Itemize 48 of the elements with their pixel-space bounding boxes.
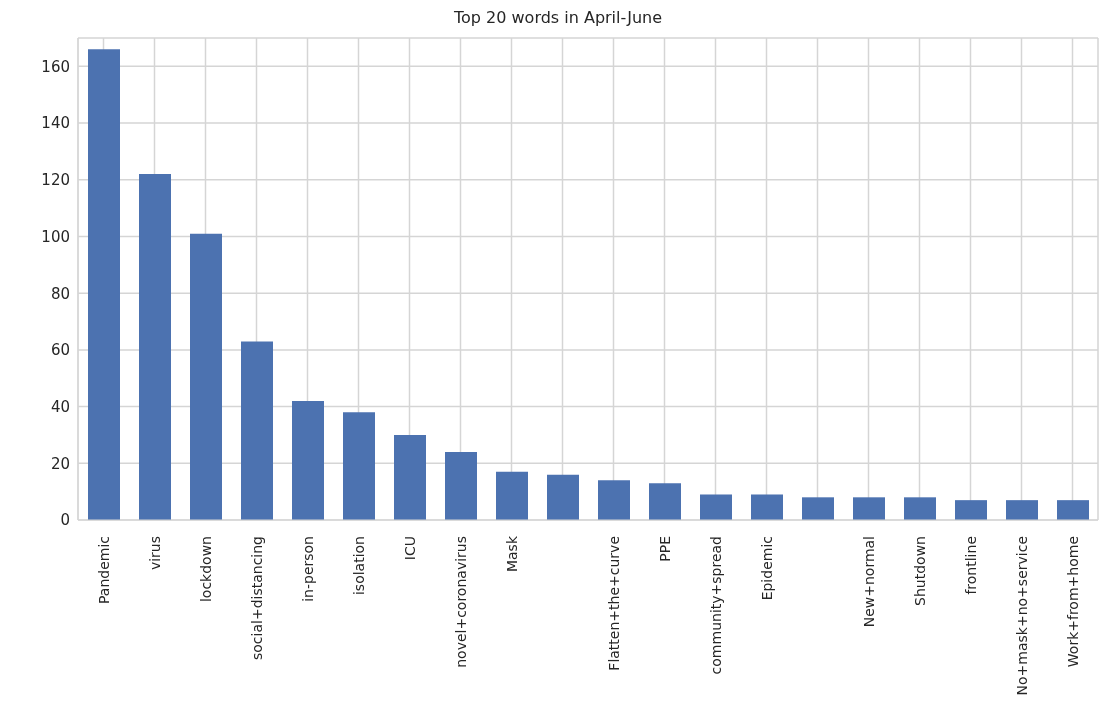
y-tick-label: 140 <box>41 114 70 133</box>
bar <box>955 500 987 520</box>
x-tick-label: Mask <box>503 535 520 573</box>
chart-title: Top 20 words in April-June <box>453 8 663 29</box>
bar <box>904 497 936 520</box>
y-tick-label: 80 <box>50 284 70 303</box>
x-tick-label: isolation <box>350 536 367 596</box>
y-tick-label: 100 <box>41 227 70 246</box>
bar <box>292 400 324 520</box>
bar <box>853 497 885 520</box>
x-tick-label: in-person <box>299 536 316 602</box>
y-tick-label: 20 <box>50 454 70 473</box>
bar <box>751 494 783 520</box>
x-tick-label: social+distancing <box>248 536 265 661</box>
x-tick-label: lockdown <box>197 536 214 603</box>
x-tick-label: PPE <box>656 536 673 562</box>
y-tick-label: 160 <box>41 57 70 76</box>
bar <box>649 483 681 520</box>
y-tick-label: 120 <box>41 171 70 190</box>
x-tick-label: novel+coronavirus <box>452 536 469 668</box>
bar <box>496 471 528 520</box>
x-tick-label: community+spread <box>707 536 724 675</box>
x-tick-label: Flatten+the+curve <box>605 536 622 671</box>
x-tick-label: frontline <box>962 536 979 595</box>
bar <box>445 451 477 520</box>
bar <box>802 497 834 520</box>
x-tick-label: Work+from+home <box>1064 536 1081 668</box>
bar <box>139 174 171 520</box>
bar <box>598 480 630 520</box>
y-tick-label: 0 <box>60 511 70 530</box>
x-tick-label: virus <box>146 536 163 571</box>
x-tick-label: No+mask+no+service <box>1013 536 1030 696</box>
bar <box>241 341 273 520</box>
y-tick-label: 40 <box>50 397 70 416</box>
bar <box>700 494 732 520</box>
bar <box>1006 500 1038 520</box>
bar <box>394 434 426 520</box>
y-tick-label: 60 <box>50 341 70 360</box>
x-tick-label: New+normal <box>860 536 877 628</box>
bar <box>1057 500 1089 520</box>
bar <box>547 474 579 520</box>
x-tick-label: ICU <box>401 536 418 561</box>
x-tick-label: Epidemic <box>758 536 775 601</box>
bar <box>88 49 120 520</box>
bar <box>190 233 222 520</box>
x-tick-label: Shutdown <box>911 536 928 606</box>
bar <box>343 412 375 520</box>
x-tick-label: Pandemic <box>95 536 112 604</box>
